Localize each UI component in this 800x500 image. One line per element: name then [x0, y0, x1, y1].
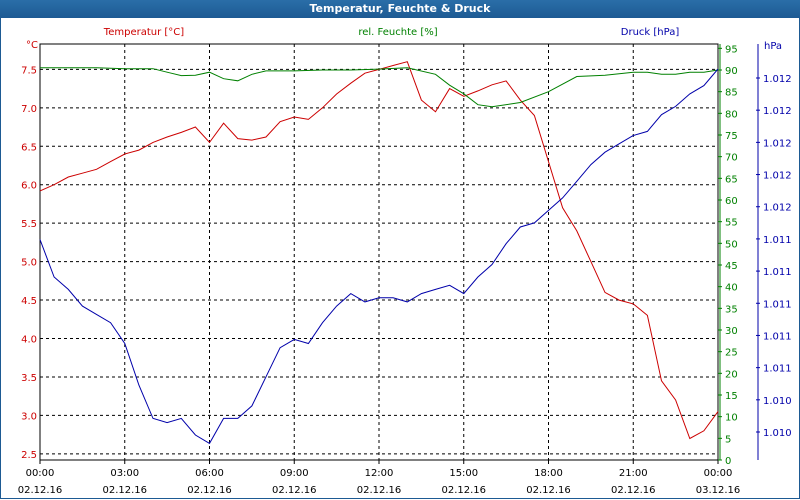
humidity-tick-label: 50 — [725, 239, 738, 250]
humidity-tick-label: 75 — [725, 131, 738, 142]
humidity-tick-label: 95 — [725, 44, 738, 55]
x-tick-label: 12:00 — [365, 468, 394, 479]
temperature-tick-label: 5.5 — [21, 219, 37, 230]
humidity-axis-label: rel. Feuchte [%] — [358, 27, 437, 38]
pressure-tick-label: 1.011 — [763, 267, 792, 278]
temperature-tick-label: 3.0 — [21, 411, 37, 422]
humidity-tick-label: 90 — [725, 66, 738, 77]
humidity-tick-label: 80 — [725, 109, 738, 120]
temperature-tick-label: 2.5 — [21, 450, 37, 461]
humidity-tick-label: 15 — [725, 391, 738, 402]
humidity-tick-label: 65 — [725, 174, 738, 185]
temperature-axis-label: Temperatur [°C] — [103, 27, 184, 38]
temperature-tick-label: 6.0 — [21, 181, 37, 192]
x-date-label: 02.12.16 — [526, 485, 571, 496]
pressure-tick-label: 1.011 — [763, 235, 792, 246]
x-tick-label: 06:00 — [195, 468, 224, 479]
temperature-unit-label: °C — [26, 40, 38, 51]
x-date-label: 02.12.16 — [18, 485, 63, 496]
humidity-series-line — [40, 67, 719, 108]
plot-area — [39, 43, 719, 461]
tick-labels: 00:00 02.12.16 03:00 02.12.16 06:00 02.12.16 0… — [18, 44, 792, 496]
chart-title: Temperatur, Feuchte & Druck — [0, 0, 800, 18]
pressure-tick-label: 1.010 — [763, 396, 792, 407]
series-group — [39, 61, 719, 445]
humidity-tick-label: 55 — [725, 218, 738, 229]
x-date-label: 03.12.16 — [696, 485, 741, 496]
x-date-label: 02.12.16 — [187, 485, 232, 496]
temperature-tick-label: 5.0 — [21, 258, 37, 269]
temperature-tick-label: 4.0 — [21, 335, 37, 346]
x-date-label: 02.12.16 — [441, 485, 486, 496]
pressure-tick-label: 1.011 — [763, 331, 792, 342]
x-tick-label: 18:00 — [534, 468, 563, 479]
humidity-tick-label: 20 — [725, 369, 738, 380]
x-tick-label: 09:00 — [280, 468, 309, 479]
pressure-tick-label: 1.012 — [763, 138, 792, 149]
pressure-axis-label: Druck [hPa] — [621, 27, 680, 38]
pressure-unit-label: hPa — [764, 41, 782, 52]
axes-labels: °C Temperatur [°C] rel. Feuchte [%] Druc… — [26, 27, 782, 52]
humidity-tick-label: 45 — [725, 261, 738, 272]
x-tick-label: 21:00 — [619, 468, 648, 479]
pressure-tick-label: 1.012 — [763, 74, 792, 85]
x-tick-label: 00:00 — [704, 468, 733, 479]
temperature-tick-label: 3.5 — [21, 373, 37, 384]
humidity-tick-label: 5 — [725, 434, 731, 445]
humidity-tick-label: 25 — [725, 348, 738, 359]
x-date-label: 02.12.16 — [357, 485, 402, 496]
humidity-tick-label: 10 — [725, 413, 738, 424]
pressure-series-line — [39, 68, 719, 445]
pressure-tick-label: 1.011 — [763, 299, 792, 310]
x-tick-label: 15:00 — [449, 468, 478, 479]
humidity-tick-label: 40 — [725, 283, 738, 294]
pressure-tick-label: 1.012 — [763, 171, 792, 182]
humidity-tick-label: 35 — [725, 304, 738, 315]
x-tick-label: 00:00 — [26, 468, 55, 479]
humidity-tick-label: 0 — [725, 456, 731, 467]
x-date-label: 02.12.16 — [611, 485, 656, 496]
x-date-label: 02.12.16 — [102, 485, 147, 496]
x-date-label: 02.12.16 — [272, 485, 317, 496]
pressure-tick-label: 1.012 — [763, 106, 792, 117]
pressure-tick-label: 1.011 — [763, 364, 792, 375]
x-tick-label: 03:00 — [110, 468, 139, 479]
pressure-tick-label: 1.010 — [763, 428, 792, 439]
temperature-tick-label: 7.5 — [21, 65, 37, 76]
temperature-tick-label: 7.0 — [21, 104, 37, 115]
humidity-tick-label: 70 — [725, 153, 738, 164]
humidity-tick-label: 60 — [725, 196, 738, 207]
temperature-tick-label: 4.5 — [21, 296, 37, 307]
temperature-tick-label: 6.5 — [21, 142, 37, 153]
humidity-tick-label: 85 — [725, 88, 738, 99]
humidity-tick-label: 30 — [725, 326, 738, 337]
grid — [40, 44, 718, 460]
pressure-tick-label: 1.012 — [763, 203, 792, 214]
